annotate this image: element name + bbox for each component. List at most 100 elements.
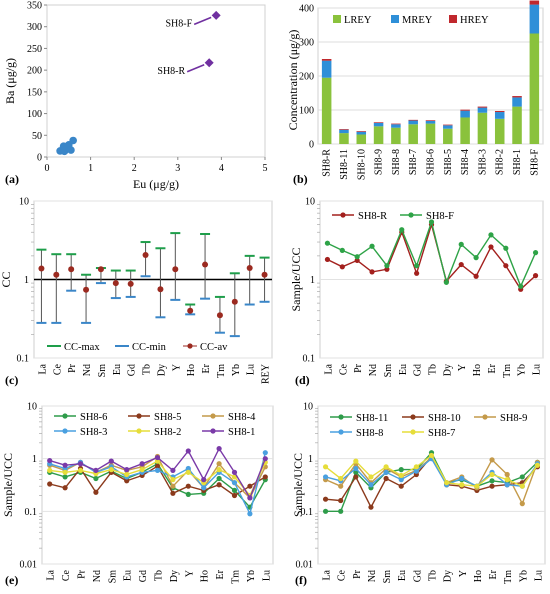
average-point (202, 261, 209, 268)
series-point (488, 244, 494, 250)
series-point (353, 474, 359, 480)
y-tick-label: 0.1 (303, 354, 316, 365)
x-tick-label: Tm (231, 570, 242, 584)
legend-label: HREY (460, 15, 489, 26)
x-tick-label: SH8-5 (443, 149, 454, 175)
average-point (172, 266, 179, 273)
y-tick-label: 100 (27, 109, 42, 120)
bar-segment (512, 96, 522, 98)
plot-area-a (46, 4, 266, 158)
series-point (262, 450, 268, 456)
legend-swatch-marker (410, 414, 416, 420)
average-point (127, 280, 134, 287)
data-point (69, 136, 77, 145)
series-point (154, 454, 161, 461)
bar-segment (425, 120, 436, 121)
x-tick-label: Lu (533, 570, 544, 581)
series-point (322, 508, 329, 514)
x-tick-label: Nd (367, 570, 378, 582)
average-point (53, 271, 60, 278)
series-point (338, 483, 344, 489)
x-tick-label: Ho (473, 570, 484, 582)
series-point (201, 485, 207, 491)
y-tick-label: 300 (299, 38, 314, 49)
legend-label: CC-min (132, 342, 167, 353)
x-tick-label: SH8-9 (374, 149, 385, 175)
bar-segment (477, 107, 488, 113)
series-point (47, 481, 53, 487)
bar-segment (391, 123, 401, 125)
series-point (503, 245, 509, 251)
series-point (369, 269, 375, 275)
y-tick-label: 10 (305, 197, 315, 208)
y-tick-label: 300 (27, 22, 42, 33)
average-point (216, 312, 223, 319)
bar-segment (339, 133, 349, 144)
x-tick-label: Gd (138, 570, 149, 582)
y-tick-label: 100 (299, 106, 314, 117)
labeled-point (211, 10, 221, 20)
legend-label: CC-av (200, 342, 228, 353)
series-point (124, 471, 130, 478)
series-point (353, 469, 359, 475)
x-tick-label: Sm (107, 570, 118, 584)
legend-swatch (391, 15, 399, 23)
series-point (532, 250, 539, 256)
series-point (247, 495, 253, 501)
legend-label: MREY (402, 15, 433, 26)
series-point (47, 457, 53, 464)
legend-label: SH8-7 (428, 428, 455, 439)
series-point (458, 261, 464, 268)
bar-segment (373, 122, 384, 127)
series-point (368, 504, 374, 510)
x-tick-label: Ho (472, 364, 483, 376)
point-label: SH8-R (157, 66, 185, 77)
x-tick-label: Gd (412, 570, 423, 582)
series-point (324, 240, 331, 246)
bar-segment (373, 126, 384, 144)
panel-label: (c) (5, 373, 18, 387)
bar-segment (512, 97, 522, 107)
y-axis-label: Concentration (μg/g) (286, 30, 300, 131)
series-point (444, 480, 450, 486)
bar-segment (425, 120, 436, 124)
legend-label: SH8-9 (500, 413, 527, 424)
x-tick-label: SH8-F (529, 149, 540, 176)
series-point (534, 462, 541, 468)
series-point (428, 452, 435, 459)
x-tick-label: Nd (92, 570, 103, 582)
series-point (503, 263, 509, 269)
x-tick-label: Sm (383, 364, 394, 378)
y-tick-label: 350 (27, 1, 42, 12)
x-tick-label: SH8-4 (460, 149, 471, 175)
legend-swatch-marker (62, 428, 68, 434)
x-tick-label: Tm (502, 364, 513, 378)
x-tick-label: Pr (77, 569, 88, 579)
x-tick-label: Pr (352, 569, 363, 579)
x-tick-label: Sm (382, 570, 393, 584)
series-point (384, 263, 390, 269)
series-point (339, 264, 345, 270)
x-tick-label: Tm (216, 364, 227, 378)
series-point (489, 478, 495, 484)
series-point (383, 475, 389, 482)
bar-segment (425, 123, 436, 144)
legend-label: SH8-2 (154, 427, 181, 438)
average-point (38, 265, 45, 272)
bar-segment (373, 122, 384, 123)
y-tick-label: 150 (27, 87, 42, 98)
x-tick-label: 1 (88, 163, 93, 174)
series-point (322, 474, 329, 480)
bar-segment (494, 118, 505, 144)
y-tick-label: 200 (27, 66, 42, 77)
legend-label: LREY (344, 15, 372, 26)
series-point (504, 482, 510, 488)
panel-label: (d) (295, 373, 310, 387)
bar-segment (321, 60, 332, 78)
x-tick-label: Tm (503, 570, 514, 584)
legend-label: CC-max (64, 342, 100, 353)
bar-segment (529, 33, 540, 144)
y-tick-label: 0 (37, 153, 42, 164)
x-tick-label: Dy (442, 364, 453, 376)
x-axis-label: Eu (μg/g) (133, 177, 179, 191)
